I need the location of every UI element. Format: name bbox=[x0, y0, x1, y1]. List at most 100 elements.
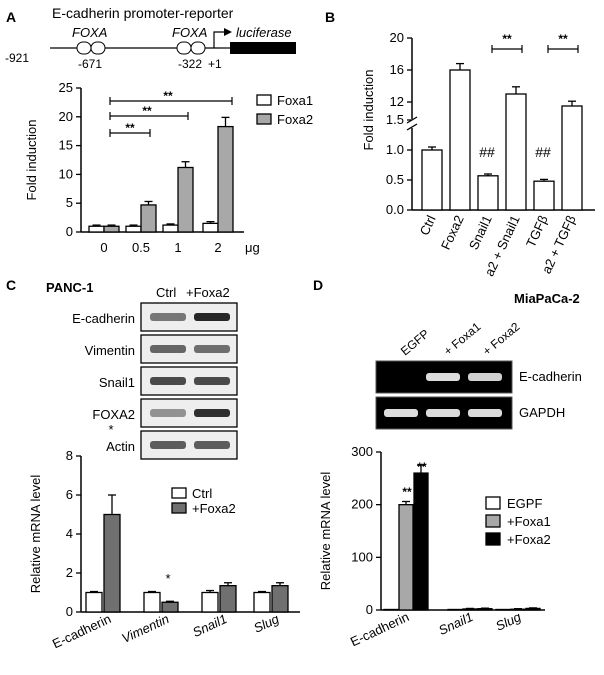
legend-d-label-foxa1: +Foxa1 bbox=[507, 514, 551, 529]
chart-b-x-tick-label: Foxa2 bbox=[438, 213, 467, 252]
chart-a-bar-foxa1 bbox=[88, 225, 105, 233]
chart-c-y-tick-label: 8 bbox=[66, 448, 73, 463]
blot-band bbox=[150, 345, 186, 353]
blot-row-label: Actin bbox=[106, 439, 135, 454]
chart-a-y-tick-label: 15 bbox=[59, 138, 73, 153]
chart-b-x-tick-label: Snail1 bbox=[466, 213, 495, 252]
chart-c-x-tick-label: Snail1 bbox=[190, 611, 229, 640]
chart-a-bar-foxa1 bbox=[125, 225, 142, 233]
chart-d-y-tick-label: 100 bbox=[351, 549, 373, 564]
foxa-site-2-oval-a bbox=[176, 41, 192, 55]
legend-c-label-ctrl: Ctrl bbox=[192, 486, 212, 501]
chart-d-bar-egpf bbox=[447, 608, 463, 611]
chart-d-bar-egpf bbox=[383, 608, 399, 611]
blot-band bbox=[194, 377, 230, 385]
chart-a-x-tick-label: 0.5 bbox=[132, 240, 150, 255]
chart-c-y-tick-label: 4 bbox=[66, 526, 73, 541]
legend-c-swatch-ctrl bbox=[171, 487, 187, 499]
chart-d: 0 100 200 300 Relative mRNA level E-cadherin S… bbox=[318, 444, 551, 649]
chart-b-bar bbox=[477, 175, 499, 211]
gel-band bbox=[384, 409, 418, 417]
chart-b: 0.0 0.5 1.0 1.5 12 16 20 Fold induction Ctrl Foxa… bbox=[361, 30, 595, 279]
blot-band bbox=[194, 313, 230, 321]
sig-mark-d-foxa1: ** bbox=[402, 485, 412, 499]
gel-lane-label: + Foxa2 bbox=[480, 319, 523, 358]
chart-a-x-tick-label: 1 bbox=[174, 240, 181, 255]
sig-mark-a-05ug: ** bbox=[125, 121, 135, 135]
chart-a-bar-foxa2 bbox=[177, 166, 194, 233]
sig-mark-d-foxa2: ** bbox=[417, 460, 427, 474]
chart-a-x-unit: μg bbox=[245, 240, 260, 255]
western-blot-c: E-cadherin Vimentin Snail1 FOXA2 Actin bbox=[72, 302, 238, 460]
gel-band bbox=[468, 409, 502, 417]
legend-d-label-egpf: EGPF bbox=[507, 496, 542, 511]
chart-d-y-tick-label: 200 bbox=[351, 497, 373, 512]
chart-b-bar bbox=[421, 149, 443, 211]
chart-a-y-tick-label: 10 bbox=[59, 166, 73, 181]
chart-c-y-tick-label: 6 bbox=[66, 487, 73, 502]
gel-lane-label: + Foxa1 bbox=[441, 319, 484, 358]
chart-b-bar bbox=[561, 105, 583, 211]
sig-mark-b-tgfb: ** bbox=[558, 32, 568, 46]
chart-b-bar bbox=[533, 180, 555, 211]
chart-b-y-tick-label: 1.5 bbox=[386, 112, 404, 127]
gel-band bbox=[468, 373, 502, 381]
pos-element1-label: -671 bbox=[78, 57, 102, 71]
gel-band bbox=[426, 409, 460, 417]
blot-band bbox=[194, 345, 230, 353]
panel-a-letter: A bbox=[6, 9, 16, 25]
chart-b-bar bbox=[505, 93, 527, 211]
chart-a-y-label: Fold induction bbox=[24, 120, 39, 201]
chart-d-bar-foxa1 bbox=[398, 504, 414, 611]
chart-d-bar-foxa2 bbox=[477, 608, 493, 611]
chart-c-bar-foxa2 bbox=[219, 585, 237, 613]
chart-c-bar-foxa2 bbox=[271, 585, 289, 613]
chart-d-bar-foxa2 bbox=[413, 472, 429, 611]
chart-d-bar-foxa2 bbox=[525, 607, 541, 611]
legend-c-label-foxa2: +Foxa2 bbox=[192, 501, 236, 516]
pos-element2-label: -322 bbox=[178, 57, 202, 71]
panel-c-letter: C bbox=[6, 277, 16, 293]
chart-d-bar-egpf bbox=[495, 608, 511, 611]
gel-lane-label: EGFP bbox=[398, 327, 432, 359]
legend-a-swatch-foxa2 bbox=[256, 113, 272, 125]
foxa-site-1-oval-b bbox=[90, 41, 106, 55]
pos-tss-label: +1 bbox=[208, 57, 222, 71]
blot-band bbox=[150, 441, 186, 449]
sig-mark-c-vimentin: * bbox=[165, 571, 170, 586]
chart-a-y-tick-label: 0 bbox=[66, 224, 73, 239]
gel-row-label: E-cadherin bbox=[519, 369, 582, 384]
sig-mark-b-snail1: ** bbox=[502, 32, 512, 46]
chart-c-bar-foxa2 bbox=[103, 513, 121, 613]
chart-b-x-tick-label: Ctrl bbox=[417, 213, 439, 238]
tss-arrowhead bbox=[224, 28, 232, 36]
pos-start-label: -921 bbox=[5, 51, 29, 65]
blot-row-label: FOXA2 bbox=[92, 407, 135, 422]
chart-c-bar-ctrl bbox=[143, 591, 161, 613]
legend-d-swatch-foxa2 bbox=[485, 532, 501, 546]
chart-b-y-tick-label: 0.0 bbox=[386, 202, 404, 217]
chart-a: 0 5 10 15 20 25 Fold induction 0 0.5 1 2 μg Foxa1 Fox… bbox=[24, 80, 313, 255]
chart-a-y-tick-label: 5 bbox=[66, 195, 73, 210]
chart-b-x-tick-label: TGFβ bbox=[523, 213, 551, 250]
chart-c-y-tick-label: 0 bbox=[66, 604, 73, 619]
chart-d-x-tick-label: Snail1 bbox=[436, 609, 475, 638]
tss-arrow-line bbox=[213, 31, 226, 48]
foxa-site-2-oval-b bbox=[190, 41, 206, 55]
chart-c-x-tick-label: Slug bbox=[251, 611, 282, 636]
chart-d-x-tick-label: E-cadherin bbox=[348, 609, 411, 649]
legend-c-swatch-foxa2 bbox=[171, 502, 187, 514]
chart-a-y-tick-label: 25 bbox=[59, 80, 73, 95]
sig-mark-a-1ug: ** bbox=[142, 104, 152, 118]
chart-a-bar-foxa1 bbox=[162, 224, 179, 233]
chart-d-y-label: Relative mRNA level bbox=[318, 472, 333, 591]
chart-a-bar-foxa2 bbox=[217, 125, 234, 233]
cell-line-panc1: PANC-1 bbox=[46, 280, 93, 295]
chart-d-x-tick-label: Slug bbox=[493, 609, 524, 634]
legend-a-label-foxa2: Foxa2 bbox=[277, 112, 313, 127]
blot-lane-ctrl: Ctrl bbox=[156, 285, 176, 300]
chart-c-bar-ctrl bbox=[85, 591, 103, 613]
gel-row-label: GAPDH bbox=[519, 405, 565, 420]
legend-d-swatch-egpf bbox=[485, 496, 501, 510]
